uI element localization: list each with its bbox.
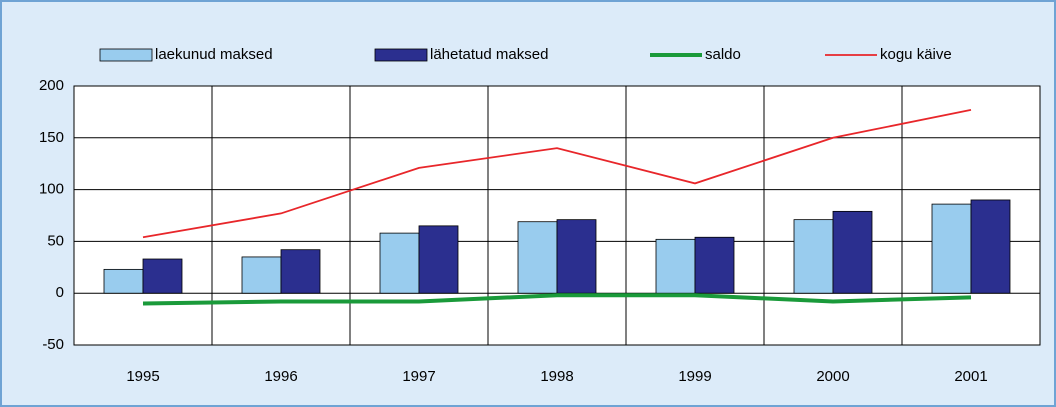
bar <box>280 249 321 294</box>
line-series <box>142 108 972 239</box>
bar <box>103 268 144 294</box>
legend-label: saldo <box>705 46 741 63</box>
bar <box>793 219 834 294</box>
legend-swatch <box>374 48 428 62</box>
bar <box>418 225 459 294</box>
bar <box>832 210 873 294</box>
legend-label: laekunud maksed <box>155 46 273 63</box>
bar <box>556 219 597 294</box>
line-series <box>142 293 972 306</box>
bar <box>931 203 972 294</box>
x-tick-label: 1997 <box>402 368 435 385</box>
legend-swatch <box>99 48 153 62</box>
bar <box>379 232 420 294</box>
y-tick-label: 0 <box>56 284 64 301</box>
x-tick-label: 1999 <box>678 368 711 385</box>
bar <box>694 236 735 294</box>
x-tick-label: 2001 <box>954 368 987 385</box>
bar <box>970 199 1011 294</box>
bar <box>241 256 282 294</box>
y-tick-label: 50 <box>47 232 64 249</box>
y-tick-label: -50 <box>42 336 64 353</box>
x-tick-label: 1995 <box>126 368 159 385</box>
bar <box>142 258 183 294</box>
x-tick-label: 2000 <box>816 368 849 385</box>
y-tick-label: 100 <box>39 181 64 198</box>
legend-label: lähetatud maksed <box>430 46 548 63</box>
bar <box>655 238 696 294</box>
y-tick-label: 150 <box>39 129 64 146</box>
x-tick-label: 1998 <box>540 368 573 385</box>
legend-label: kogu käive <box>880 46 952 63</box>
bar <box>517 221 558 294</box>
y-tick-label: 200 <box>39 77 64 94</box>
x-tick-label: 1996 <box>264 368 297 385</box>
